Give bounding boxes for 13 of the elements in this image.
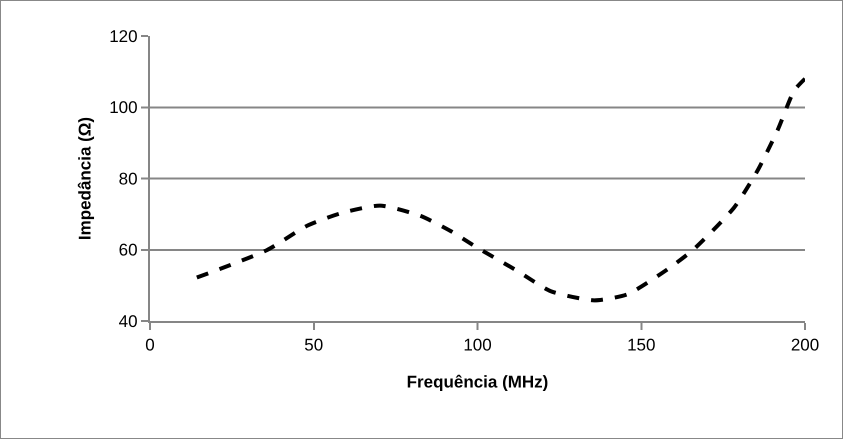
y-tick-label: 100 [109,98,138,118]
x-tick-label: 0 [145,335,155,354]
x-tick-label: 100 [463,335,492,354]
x-tick-label: 150 [627,335,656,354]
y-tick-label: 60 [118,240,138,260]
y-axis-title: Impedância (Ω) [75,116,94,240]
y-tick-label: 40 [118,312,138,331]
line-series [194,76,805,302]
y-tick-label: 120 [109,26,138,46]
y-tick-label: 80 [118,169,138,188]
x-tick-label: 50 [304,335,324,354]
x-tick-label: 200 [790,335,820,354]
x-axis-title: Frequência (MHz) [406,372,548,392]
